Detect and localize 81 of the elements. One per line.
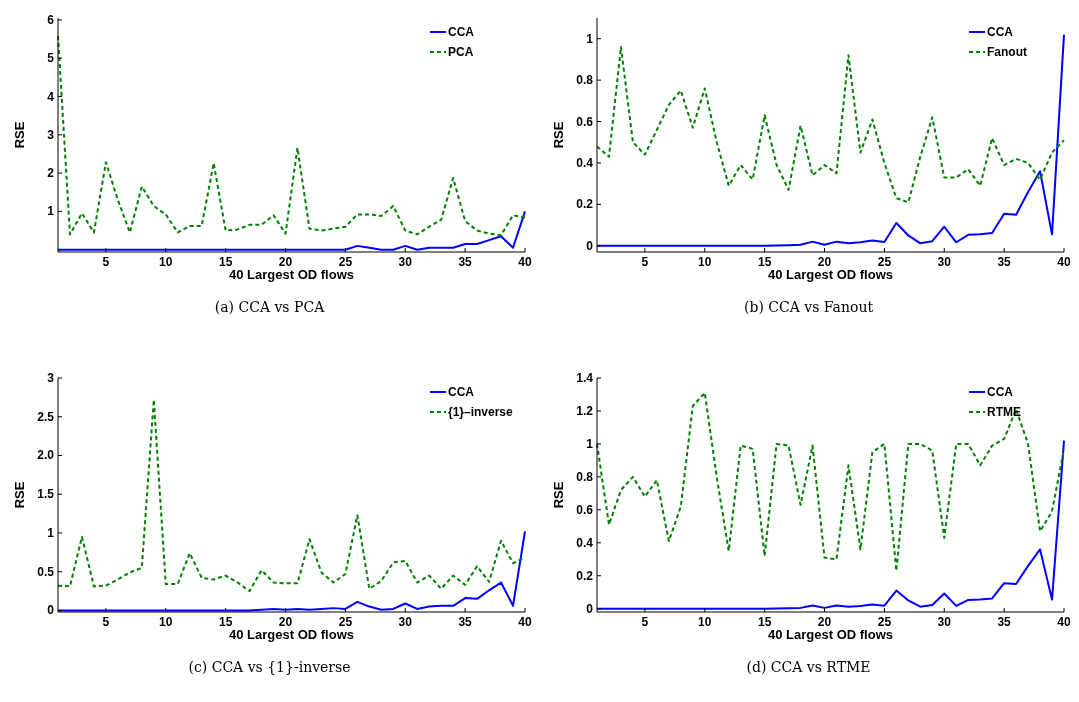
y-tick-label: 1 — [47, 525, 55, 540]
x-tick-label: 20 — [278, 255, 293, 269]
x-tick-label: 30 — [937, 255, 952, 269]
x-axis-title: 40 Largest OD flows — [229, 267, 354, 282]
y-tick-label: 1.5 — [37, 487, 55, 502]
y-axis-title: RSE — [551, 481, 566, 509]
legend-label: Fanout — [987, 45, 1027, 59]
legend-label: {1}–inverse — [448, 405, 514, 419]
text: (b) CCA vs Fanout — [743, 299, 874, 315]
legend-label: CCA — [987, 385, 1014, 399]
legend-label: CCA — [987, 25, 1014, 39]
y-tick-label: 2.0 — [37, 448, 55, 463]
y-tick-label: 0 — [47, 603, 55, 618]
x-tick-label: 25 — [877, 255, 892, 269]
y-tick-label: 2 — [47, 166, 55, 181]
x-tick-label: 5 — [641, 255, 649, 269]
y-tick-label: 2.5 — [37, 409, 55, 424]
y-tick-label: 0.4 — [576, 155, 594, 170]
y-axis-title: RSE — [551, 121, 566, 149]
y-tick-label: 0 — [586, 238, 594, 253]
x-tick-label: 15 — [757, 615, 772, 629]
x-tick-label: 30 — [398, 615, 413, 629]
x-tick-label: 35 — [997, 255, 1012, 269]
y-tick-label: 3 — [47, 371, 55, 385]
y-tick-label: 0.8 — [576, 469, 594, 484]
x-tick-label: 25 — [338, 615, 353, 629]
x-tick-label: 5 — [102, 615, 110, 629]
x-tick-label: 40 — [1057, 255, 1071, 269]
y-tick-label: 1.2 — [576, 403, 594, 418]
line-series — [596, 45, 1065, 204]
x-axis-title: 40 Largest OD flows — [768, 627, 893, 642]
text: (c) CCA vs {1}-inverse — [188, 659, 351, 675]
x-tick-label: 40 — [518, 255, 532, 269]
legend-label: PCA — [448, 45, 474, 59]
x-tick-label: 10 — [698, 615, 712, 629]
y-tick-label: 0.2 — [576, 197, 594, 212]
y-tick-label: 4 — [47, 89, 55, 104]
x-tick-label: 10 — [159, 255, 173, 269]
x-tick-label: 20 — [278, 615, 293, 629]
x-tick-label: 10 — [159, 615, 173, 629]
y-tick-label: 0.5 — [37, 564, 55, 579]
y-axis-title: RSE — [12, 481, 27, 509]
y-tick-label: 3 — [47, 127, 55, 142]
y-tick-label: 1.4 — [576, 371, 594, 385]
y-tick-label: 6 — [47, 12, 55, 27]
legend-label: CCA — [448, 385, 475, 399]
y-tick-label: 0.6 — [576, 502, 594, 517]
x-tick-label: 35 — [997, 615, 1012, 629]
legend-label: CCA — [448, 25, 475, 39]
x-tick-label: 35 — [458, 255, 473, 269]
line-series — [57, 398, 526, 593]
text: (a) CCA vs PCA — [214, 299, 326, 315]
x-tick-label: 40 — [518, 615, 532, 629]
x-tick-label: 15 — [757, 255, 772, 269]
x-tick-label: 35 — [458, 615, 473, 629]
x-tick-label: 30 — [398, 255, 413, 269]
x-tick-label: 25 — [877, 615, 892, 629]
y-tick-label: 0 — [586, 601, 594, 616]
x-tick-label: 30 — [937, 615, 952, 629]
x-tick-label: 10 — [698, 255, 712, 269]
y-tick-label: 0.6 — [576, 114, 594, 129]
x-tick-label: 5 — [102, 255, 110, 269]
y-tick-label: 1 — [47, 204, 55, 219]
x-tick-label: 20 — [817, 255, 832, 269]
x-axis-title: 40 Largest OD flows — [768, 267, 893, 282]
text: (d) CCA vs RTME — [746, 659, 871, 675]
x-axis-title: 40 Largest OD flows — [229, 627, 354, 642]
y-tick-label: 0.4 — [576, 535, 594, 550]
y-axis-title: RSE — [12, 121, 27, 149]
y-tick-label: 0.8 — [576, 73, 594, 88]
x-tick-label: 15 — [218, 255, 233, 269]
x-tick-label: 5 — [641, 615, 649, 629]
x-tick-label: 40 — [1057, 615, 1071, 629]
x-tick-label: 20 — [817, 615, 832, 629]
y-tick-label: 1 — [586, 31, 594, 46]
y-tick-label: 5 — [47, 51, 55, 66]
y-tick-label: 0.2 — [576, 568, 594, 583]
x-tick-label: 15 — [218, 615, 233, 629]
legend-label: RTME — [987, 405, 1021, 419]
y-tick-label: 1 — [586, 436, 594, 451]
x-tick-label: 25 — [338, 255, 353, 269]
